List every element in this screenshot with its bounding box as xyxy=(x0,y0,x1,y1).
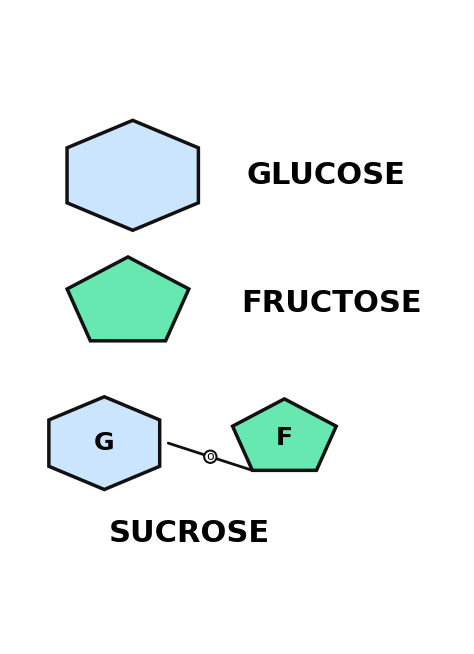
Polygon shape xyxy=(233,399,336,470)
Text: o: o xyxy=(207,450,214,463)
Polygon shape xyxy=(49,397,160,489)
Text: GLUCOSE: GLUCOSE xyxy=(246,161,405,190)
Text: FRUCTOSE: FRUCTOSE xyxy=(242,289,422,318)
Circle shape xyxy=(204,451,217,463)
Text: SUCROSE: SUCROSE xyxy=(109,519,270,547)
Polygon shape xyxy=(67,257,189,341)
Text: G: G xyxy=(94,431,115,455)
Polygon shape xyxy=(67,120,199,230)
Text: F: F xyxy=(276,426,293,451)
